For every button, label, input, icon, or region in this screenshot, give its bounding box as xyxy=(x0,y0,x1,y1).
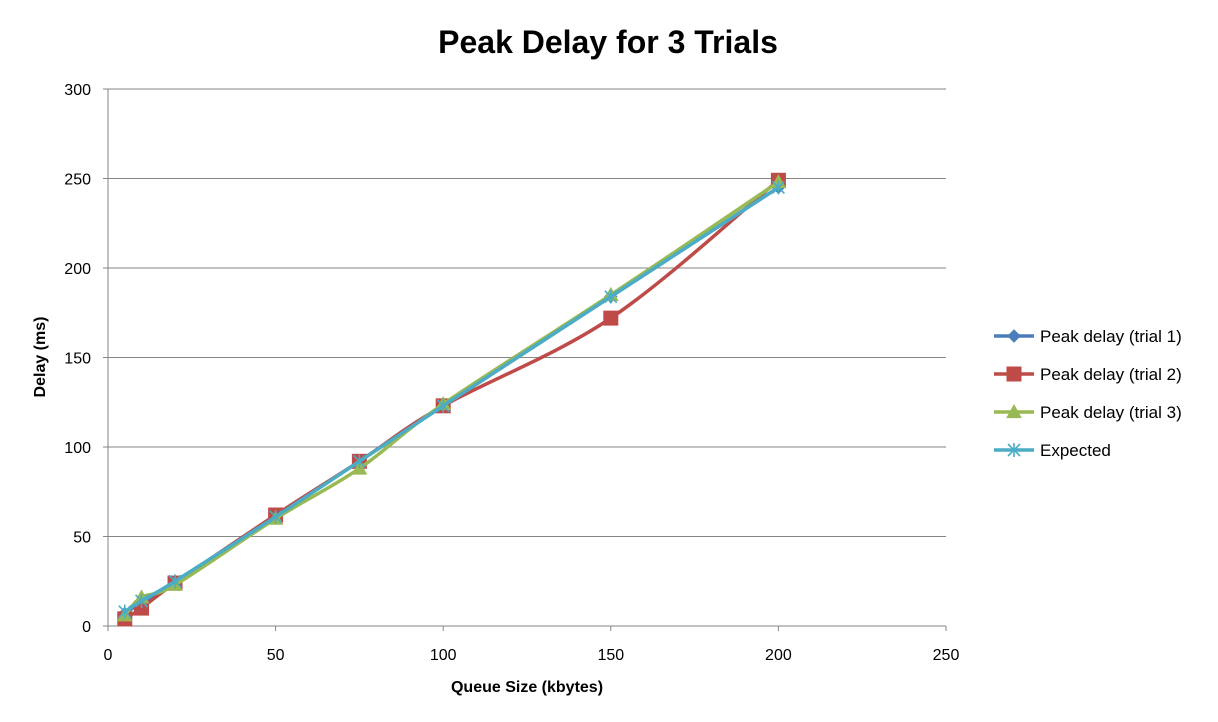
y-tick-label: 100 xyxy=(64,440,91,457)
legend-marker xyxy=(1007,329,1021,343)
x-tick-label: 150 xyxy=(597,647,624,664)
legend-label: Peak delay (trial 3) xyxy=(1040,403,1182,422)
data-point xyxy=(269,509,283,524)
y-tick-label: 200 xyxy=(64,261,91,278)
data-point xyxy=(352,454,366,469)
y-tick-label: 50 xyxy=(73,530,91,547)
legend: Peak delay (trial 1) Peak delay (trial 2)… xyxy=(994,327,1182,460)
x-tick-label: 50 xyxy=(267,647,285,664)
legend-label: Peak delay (trial 2) xyxy=(1040,365,1182,384)
legend-label: Expected xyxy=(1040,441,1111,460)
x-axis-title: Queue Size (kbytes) xyxy=(451,679,603,696)
chart-title: Peak Delay for 3 Trials xyxy=(438,24,778,60)
plot-series xyxy=(116,172,787,627)
y-tick-label: 150 xyxy=(64,351,91,368)
y-tick-label: 0 xyxy=(82,619,91,636)
legend-item: Peak delay (trial 2) xyxy=(994,365,1182,384)
data-point xyxy=(771,180,785,195)
data-point xyxy=(168,574,182,589)
legend-marker xyxy=(1006,366,1022,382)
axes: 0 50 100 150 200 250 300 0 50 100 150 200 250 xyxy=(64,82,959,664)
data-point xyxy=(603,310,619,326)
x-tick-label: 250 xyxy=(933,647,960,664)
legend-label: Peak delay (trial 1) xyxy=(1040,327,1182,346)
data-point xyxy=(134,593,149,608)
y-tick-label: 250 xyxy=(64,172,91,189)
legend-item: Peak delay (trial 3) xyxy=(994,403,1182,422)
legend-item: Expected xyxy=(994,441,1111,460)
data-point xyxy=(118,604,132,619)
y-axis-title: Delay (ms) xyxy=(32,317,49,398)
data-point xyxy=(436,398,450,413)
x-tick-label: 0 xyxy=(104,647,113,664)
x-tick-label: 200 xyxy=(765,647,792,664)
series-4 xyxy=(118,180,785,619)
series-line xyxy=(123,185,780,614)
y-tick-label: 300 xyxy=(64,82,91,99)
x-tick-label: 100 xyxy=(430,647,457,664)
data-point xyxy=(604,289,618,304)
legend-marker xyxy=(1007,443,1021,457)
legend-item: Peak delay (trial 1) xyxy=(994,327,1182,346)
legend-marker xyxy=(1006,403,1022,419)
